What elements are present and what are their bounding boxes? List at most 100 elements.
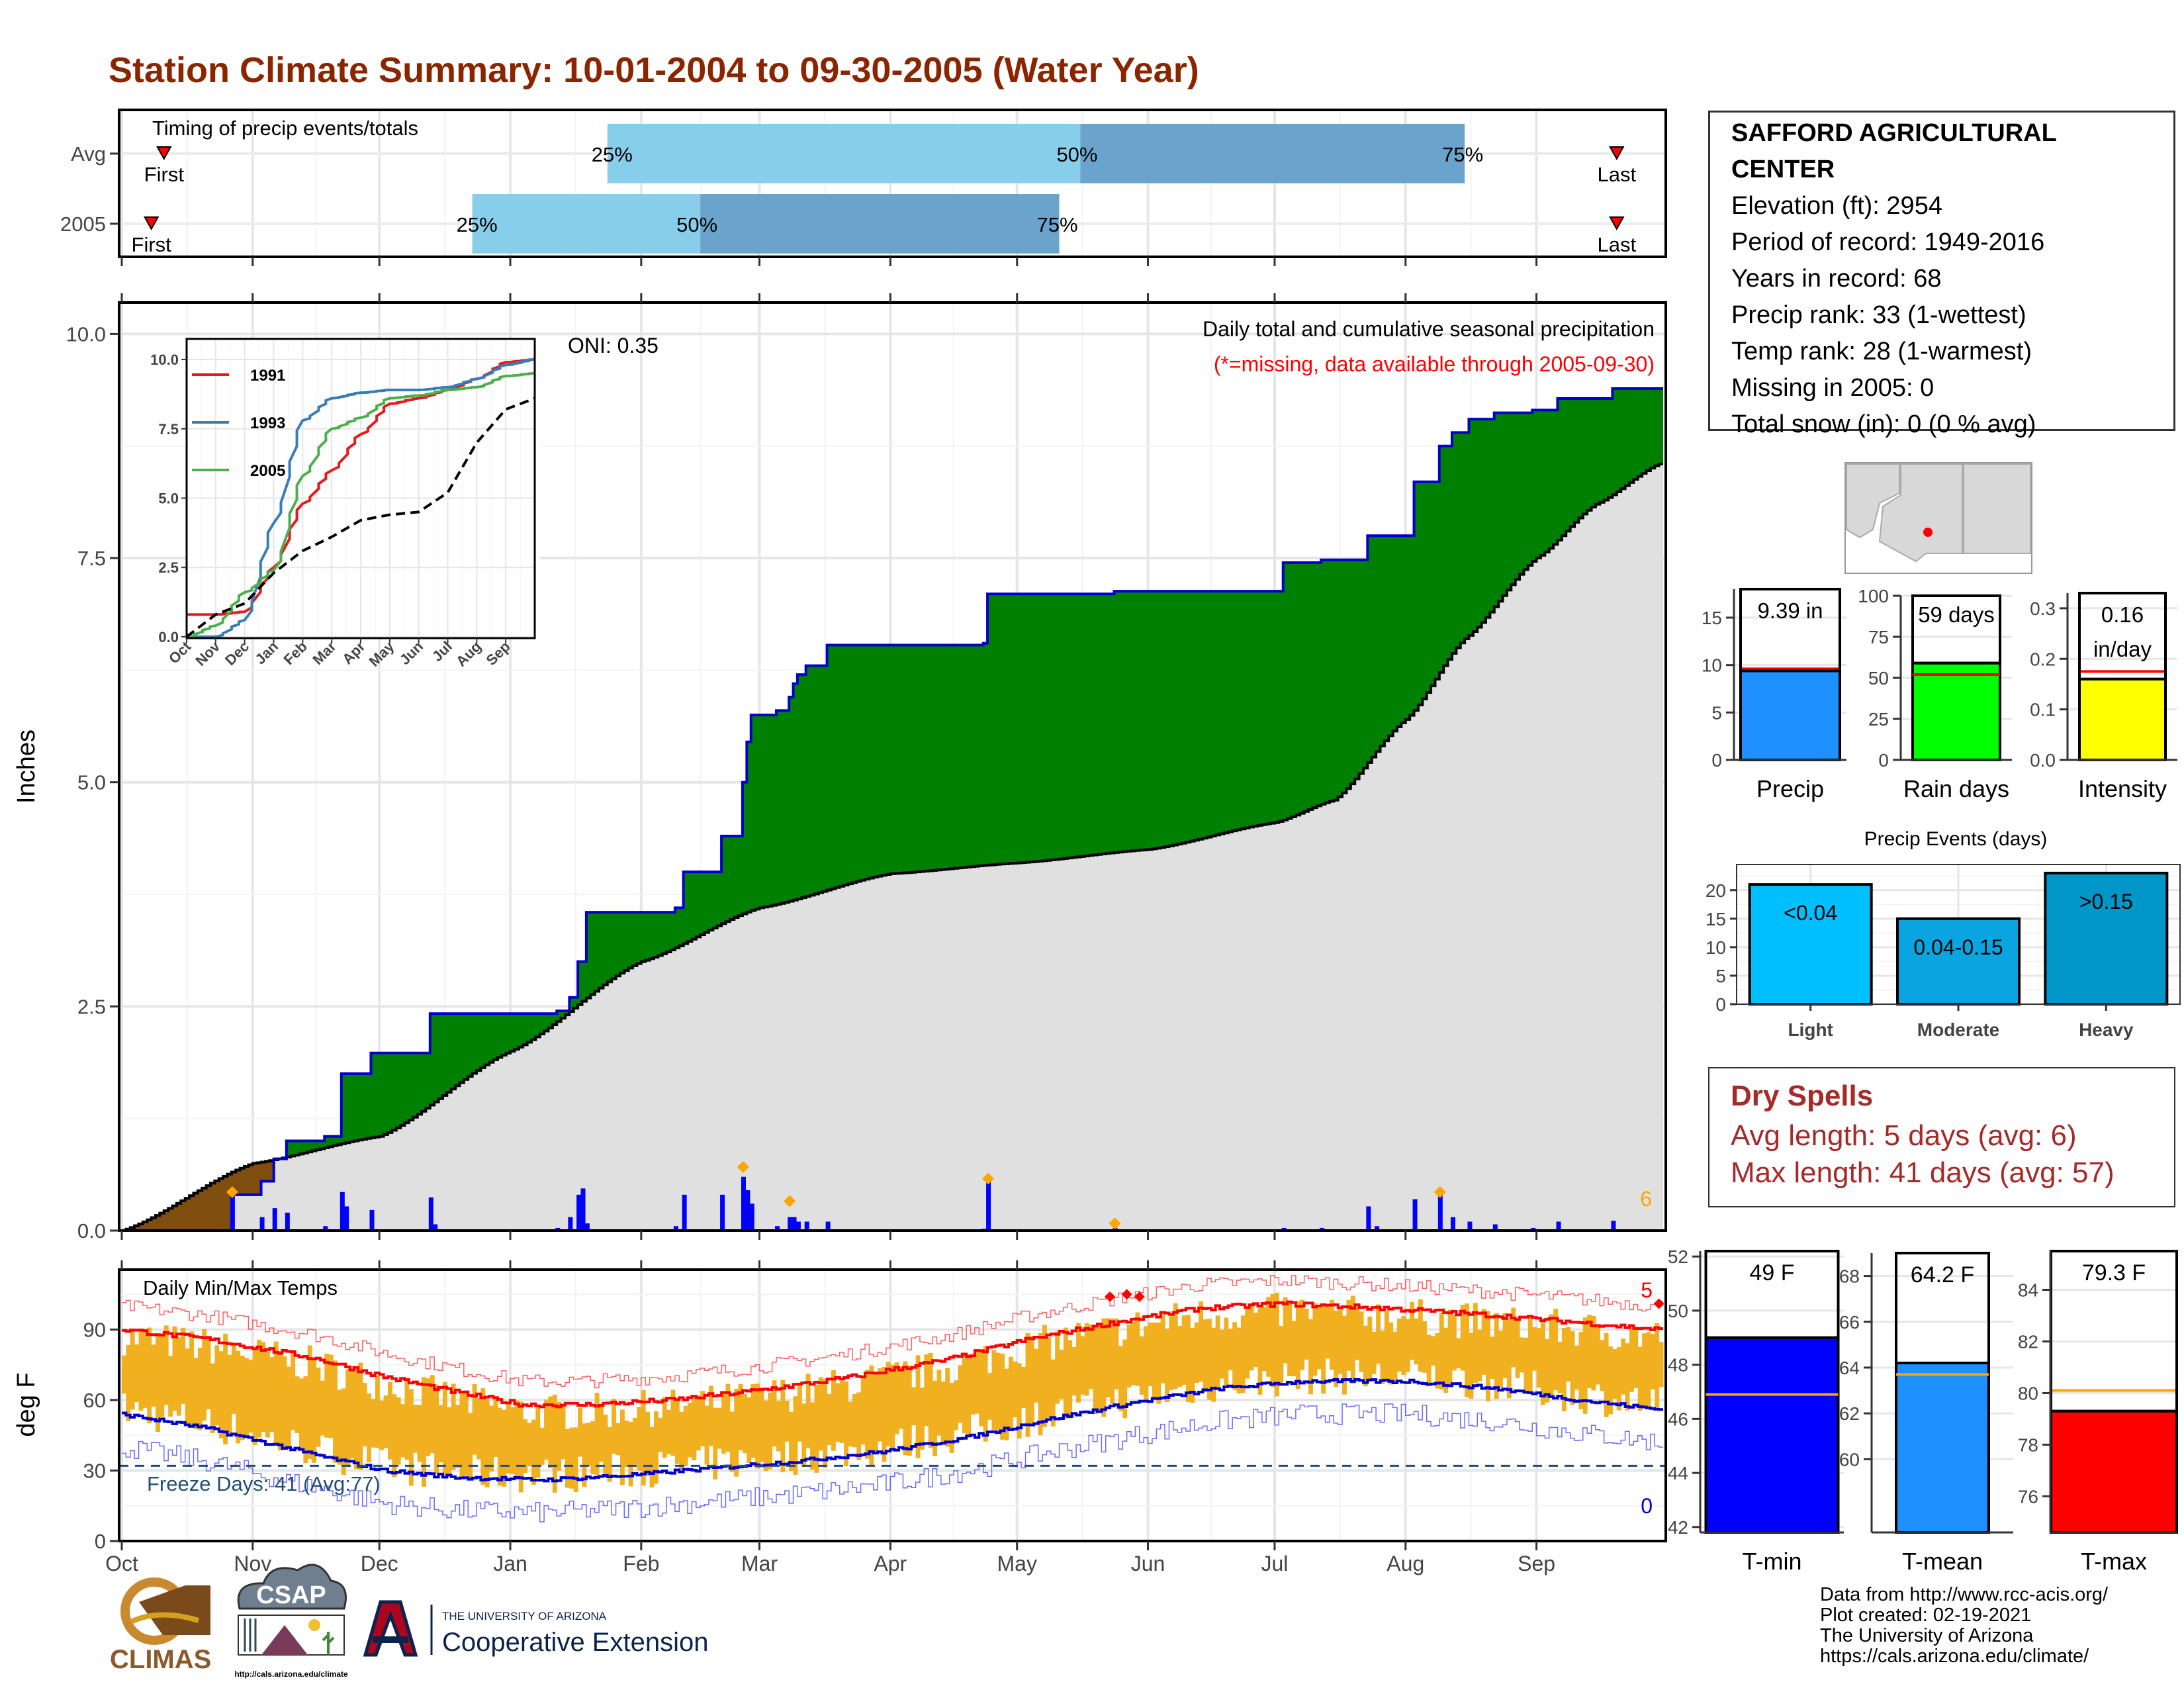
daily-precip-bar [788, 1217, 793, 1231]
summary-chart-t-max: 79.3 F 76 78 80 82 84 T-max [2018, 1250, 2178, 1575]
timing-last-label: Last [1598, 233, 1637, 256]
summary-bar [2050, 1409, 2178, 1534]
daily-precip-bar [1113, 1227, 1118, 1231]
precip-y-tick: 7.5 [77, 547, 106, 570]
summary-chart-precip: 9.39 in 0 5 10 15 Precip [1702, 588, 1846, 802]
month-tick-Nov: Nov [234, 1552, 271, 1575]
daily-precip-bar [720, 1194, 725, 1231]
daily-precip-bar [1281, 1227, 1287, 1231]
svg-text:Cooperative Extension: Cooperative Extension [442, 1628, 708, 1657]
cold-days-count: 0 [1641, 1494, 1653, 1518]
month-tick-Jun: Jun [1131, 1552, 1165, 1575]
extreme-precip-marker [1109, 1217, 1121, 1230]
precip-panel: 0.0 2.5 5.0 7.5 10.0 Daily total and cumulat… [13, 257, 1667, 1243]
summary-x-label: Precip [1756, 775, 1824, 802]
timing-bar-2005-25-50 [472, 194, 701, 254]
events-bar-light [1748, 883, 1873, 1006]
daily-precip-bar [745, 1190, 751, 1231]
svg-text:THE UNIVERSITY OF ARIZONA: THE UNIVERSITY OF ARIZONA [442, 1610, 607, 1622]
record-max-line [122, 1275, 1663, 1389]
freeze-days: Freeze Days: 41 (Avg:77) [147, 1472, 381, 1495]
timing-bar-Avg-25-50 [607, 124, 1081, 183]
summary-y-tick: 0.2 [2030, 649, 2056, 669]
summary-chart-intensity: 0.16 in/day 0.0 0.1 0.2 0.3 Intensity [2030, 592, 2177, 802]
record-high-marker [1105, 1291, 1116, 1302]
station-period: Period of record: 1949-2016 [1731, 228, 2045, 256]
summary-bar [1911, 661, 2001, 761]
daily-precip-bar [428, 1197, 433, 1231]
summary-x-label: Rain days [1903, 775, 2009, 802]
hot-days-count: 5 [1641, 1278, 1653, 1302]
inset-legend-1993: 1993 [250, 414, 285, 432]
daily-precip-bar [804, 1221, 809, 1231]
avg-cumulative-area [122, 463, 1663, 1231]
inset-y-tick: 10.0 [150, 352, 179, 368]
month-tick-Sep: Sep [1518, 1552, 1555, 1575]
summary-value-label: 0.16 [2101, 602, 2144, 627]
events-x-tick: Moderate [1917, 1019, 1999, 1040]
timing-bar-2005-50-75 [700, 194, 1060, 254]
summary-y-tick: 52 [1668, 1246, 1688, 1267]
temp-y-tick: 0 [95, 1530, 106, 1553]
record-min-line [122, 1403, 1663, 1523]
summary-y-tick: 68 [1839, 1266, 1860, 1287]
summary-y-tick: 80 [2018, 1383, 2038, 1403]
month-tick-Jan: Jan [493, 1552, 527, 1575]
inset-line-avg [185, 397, 535, 638]
credit-plot-created: Plot created: 02-19-2021 [1820, 1605, 2032, 1626]
precip-y-tick: 10.0 [66, 322, 106, 346]
summary-value-label: 9.39 in [1757, 598, 1823, 623]
climas-logo: CLIMAS [110, 1577, 211, 1674]
daily-precip-bar [1467, 1221, 1473, 1231]
dry-spells-title: Dry Spells [1731, 1080, 1874, 1112]
summary-y-tick: 25 [1868, 709, 1889, 729]
summary-y-tick: 64 [1839, 1358, 1860, 1378]
timing-first-label: First [144, 163, 185, 186]
timing-first-label: First [132, 233, 172, 256]
daily-precip-bar [1450, 1217, 1455, 1231]
inset-y-tick: 0.0 [158, 629, 179, 645]
events-x-tick: Heavy [2079, 1019, 2134, 1040]
station-missing: Missing in 2005: 0 [1731, 374, 1934, 402]
precip-y-tick: 5.0 [77, 771, 106, 794]
precip-y-tick: 0.0 [77, 1219, 106, 1243]
summary-y-tick: 15 [1702, 608, 1722, 628]
events-y-tick: 10 [1706, 937, 1726, 958]
daily-precip-bar [986, 1181, 991, 1231]
station-location-marker [1923, 528, 1933, 537]
timing-last-marker [1609, 146, 1625, 161]
record-high-marker [1134, 1291, 1145, 1302]
precip-ylabel: Inches [13, 729, 40, 804]
month-tick-Oct: Oct [105, 1552, 138, 1575]
summary-y-tick: 66 [1839, 1312, 1860, 1333]
dry-spells-box: Dry Spells Avg length: 5 days (avg: 6) M… [1708, 1067, 2175, 1207]
daily-precip-bar [1320, 1227, 1325, 1231]
timing-label-25: 25% [592, 143, 633, 166]
summary-chart-rain-days: 59 days 0 25 50 75 100 Rain days [1858, 586, 2012, 802]
above-average-area [273, 389, 1664, 1160]
timing-label-50: 50% [1056, 143, 1097, 166]
timing-panel: Timing of precip events/totals 25% 50% 75%… [60, 109, 1667, 258]
timing-label-50: 50% [676, 213, 717, 236]
daily-precip-bar [285, 1212, 290, 1231]
csap-logo: CSAP http://cals.arizona.edu/climate [234, 1564, 348, 1679]
temp-y-tick: 60 [83, 1389, 106, 1412]
events-bar-label: >0.15 [2079, 890, 2133, 914]
precip-panel-title: Daily total and cumulative seasonal prec… [1203, 317, 1655, 341]
normal-min-line [122, 1378, 1663, 1483]
station-precip-rank: Precip rank: 33 (1-wettest) [1731, 301, 2026, 329]
events-y-tick: 0 [1715, 994, 1726, 1015]
daily-precip-bar [1492, 1224, 1498, 1231]
summary-bar [1704, 1336, 1840, 1534]
timing-last-marker [1609, 216, 1625, 231]
inset-legend-2005: 2005 [250, 462, 285, 480]
summary-value-label: in/day [2093, 637, 2152, 661]
timing-label-75: 75% [1037, 213, 1078, 236]
daily-precip-bar [825, 1221, 831, 1231]
inset-legend-1991: 1991 [250, 367, 285, 385]
daily-precip-bar [1412, 1199, 1418, 1231]
summary-y-tick: 82 [2018, 1331, 2038, 1352]
month-tick-Jul: Jul [1261, 1552, 1289, 1575]
summary-chart-t-mean: 64.2 F 60 62 64 66 68 T-mean [1839, 1252, 2013, 1575]
